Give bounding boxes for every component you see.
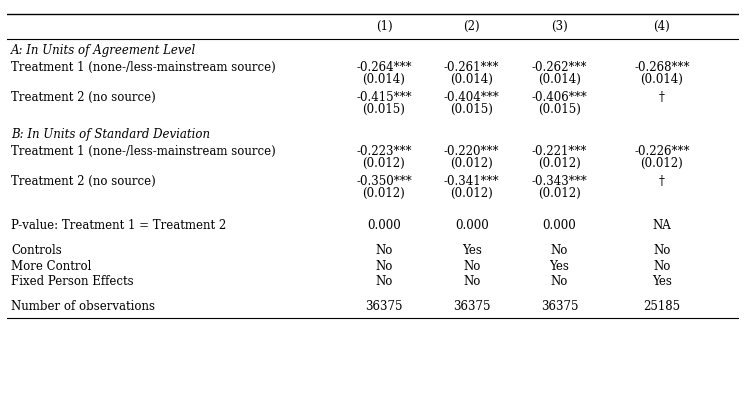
Text: (2): (2) (463, 20, 480, 33)
Text: -0.220***: -0.220*** (444, 145, 499, 158)
Text: More Control: More Control (11, 260, 92, 273)
Text: 0.000: 0.000 (542, 219, 577, 232)
Text: (0.014): (0.014) (640, 73, 683, 86)
Text: (0.015): (0.015) (538, 103, 581, 116)
Text: (0.014): (0.014) (451, 73, 493, 86)
Text: No: No (375, 275, 392, 288)
Text: (0.012): (0.012) (363, 187, 405, 200)
Text: (0.012): (0.012) (451, 187, 493, 200)
Text: -0.226***: -0.226*** (634, 145, 689, 158)
Text: -0.268***: -0.268*** (634, 61, 689, 74)
Text: Number of observations: Number of observations (11, 300, 155, 313)
Text: B: In Units of Standard Deviation: B: In Units of Standard Deviation (11, 128, 210, 141)
Text: 36375: 36375 (366, 300, 403, 313)
Text: (1): (1) (376, 20, 392, 33)
Text: No: No (375, 244, 392, 257)
Text: -0.341***: -0.341*** (444, 176, 500, 189)
Text: -0.415***: -0.415*** (356, 92, 412, 104)
Text: 36375: 36375 (453, 300, 490, 313)
Text: Treatment 1 (none-/less-mainstream source): Treatment 1 (none-/less-mainstream sourc… (11, 145, 276, 158)
Text: NA: NA (653, 219, 671, 232)
Text: (0.012): (0.012) (363, 157, 405, 170)
Text: (0.012): (0.012) (538, 157, 581, 170)
Text: -0.262***: -0.262*** (532, 61, 587, 74)
Text: -0.264***: -0.264*** (356, 61, 412, 74)
Text: 0.000: 0.000 (455, 219, 489, 232)
Text: -0.406***: -0.406*** (532, 92, 587, 104)
Text: Treatment 2 (no source): Treatment 2 (no source) (11, 92, 156, 104)
Text: 0.000: 0.000 (367, 219, 401, 232)
Text: -0.350***: -0.350*** (356, 176, 412, 189)
Text: (0.014): (0.014) (538, 73, 581, 86)
Text: †: † (659, 176, 665, 189)
Text: -0.404***: -0.404*** (444, 92, 500, 104)
Text: (4): (4) (653, 20, 670, 33)
Text: Treatment 2 (no source): Treatment 2 (no source) (11, 176, 156, 189)
Text: †: † (659, 92, 665, 104)
Text: -0.261***: -0.261*** (444, 61, 499, 74)
Text: No: No (375, 260, 392, 273)
Text: (0.012): (0.012) (451, 157, 493, 170)
Text: Treatment 1 (none-/less-mainstream source): Treatment 1 (none-/less-mainstream sourc… (11, 61, 276, 74)
Text: No: No (551, 275, 568, 288)
Text: No: No (463, 275, 480, 288)
Text: No: No (653, 244, 671, 257)
Text: P-value: Treatment 1 = Treatment 2: P-value: Treatment 1 = Treatment 2 (11, 219, 226, 232)
Text: 25185: 25185 (643, 300, 680, 313)
Text: A: In Units of Agreement Level: A: In Units of Agreement Level (11, 44, 196, 57)
Text: 36375: 36375 (541, 300, 578, 313)
Text: (0.012): (0.012) (538, 187, 581, 200)
Text: No: No (653, 260, 671, 273)
Text: Yes: Yes (550, 260, 569, 273)
Text: (0.014): (0.014) (363, 73, 405, 86)
Text: Yes: Yes (652, 275, 671, 288)
Text: (0.012): (0.012) (640, 157, 683, 170)
Text: -0.223***: -0.223*** (357, 145, 412, 158)
Text: Yes: Yes (462, 244, 482, 257)
Text: No: No (463, 260, 480, 273)
Text: Controls: Controls (11, 244, 62, 257)
Text: -0.221***: -0.221*** (532, 145, 587, 158)
Text: (3): (3) (551, 20, 568, 33)
Text: -0.343***: -0.343*** (532, 176, 587, 189)
Text: (0.015): (0.015) (451, 103, 493, 116)
Text: Fixed Person Effects: Fixed Person Effects (11, 275, 134, 288)
Text: No: No (551, 244, 568, 257)
Text: (0.015): (0.015) (363, 103, 405, 116)
